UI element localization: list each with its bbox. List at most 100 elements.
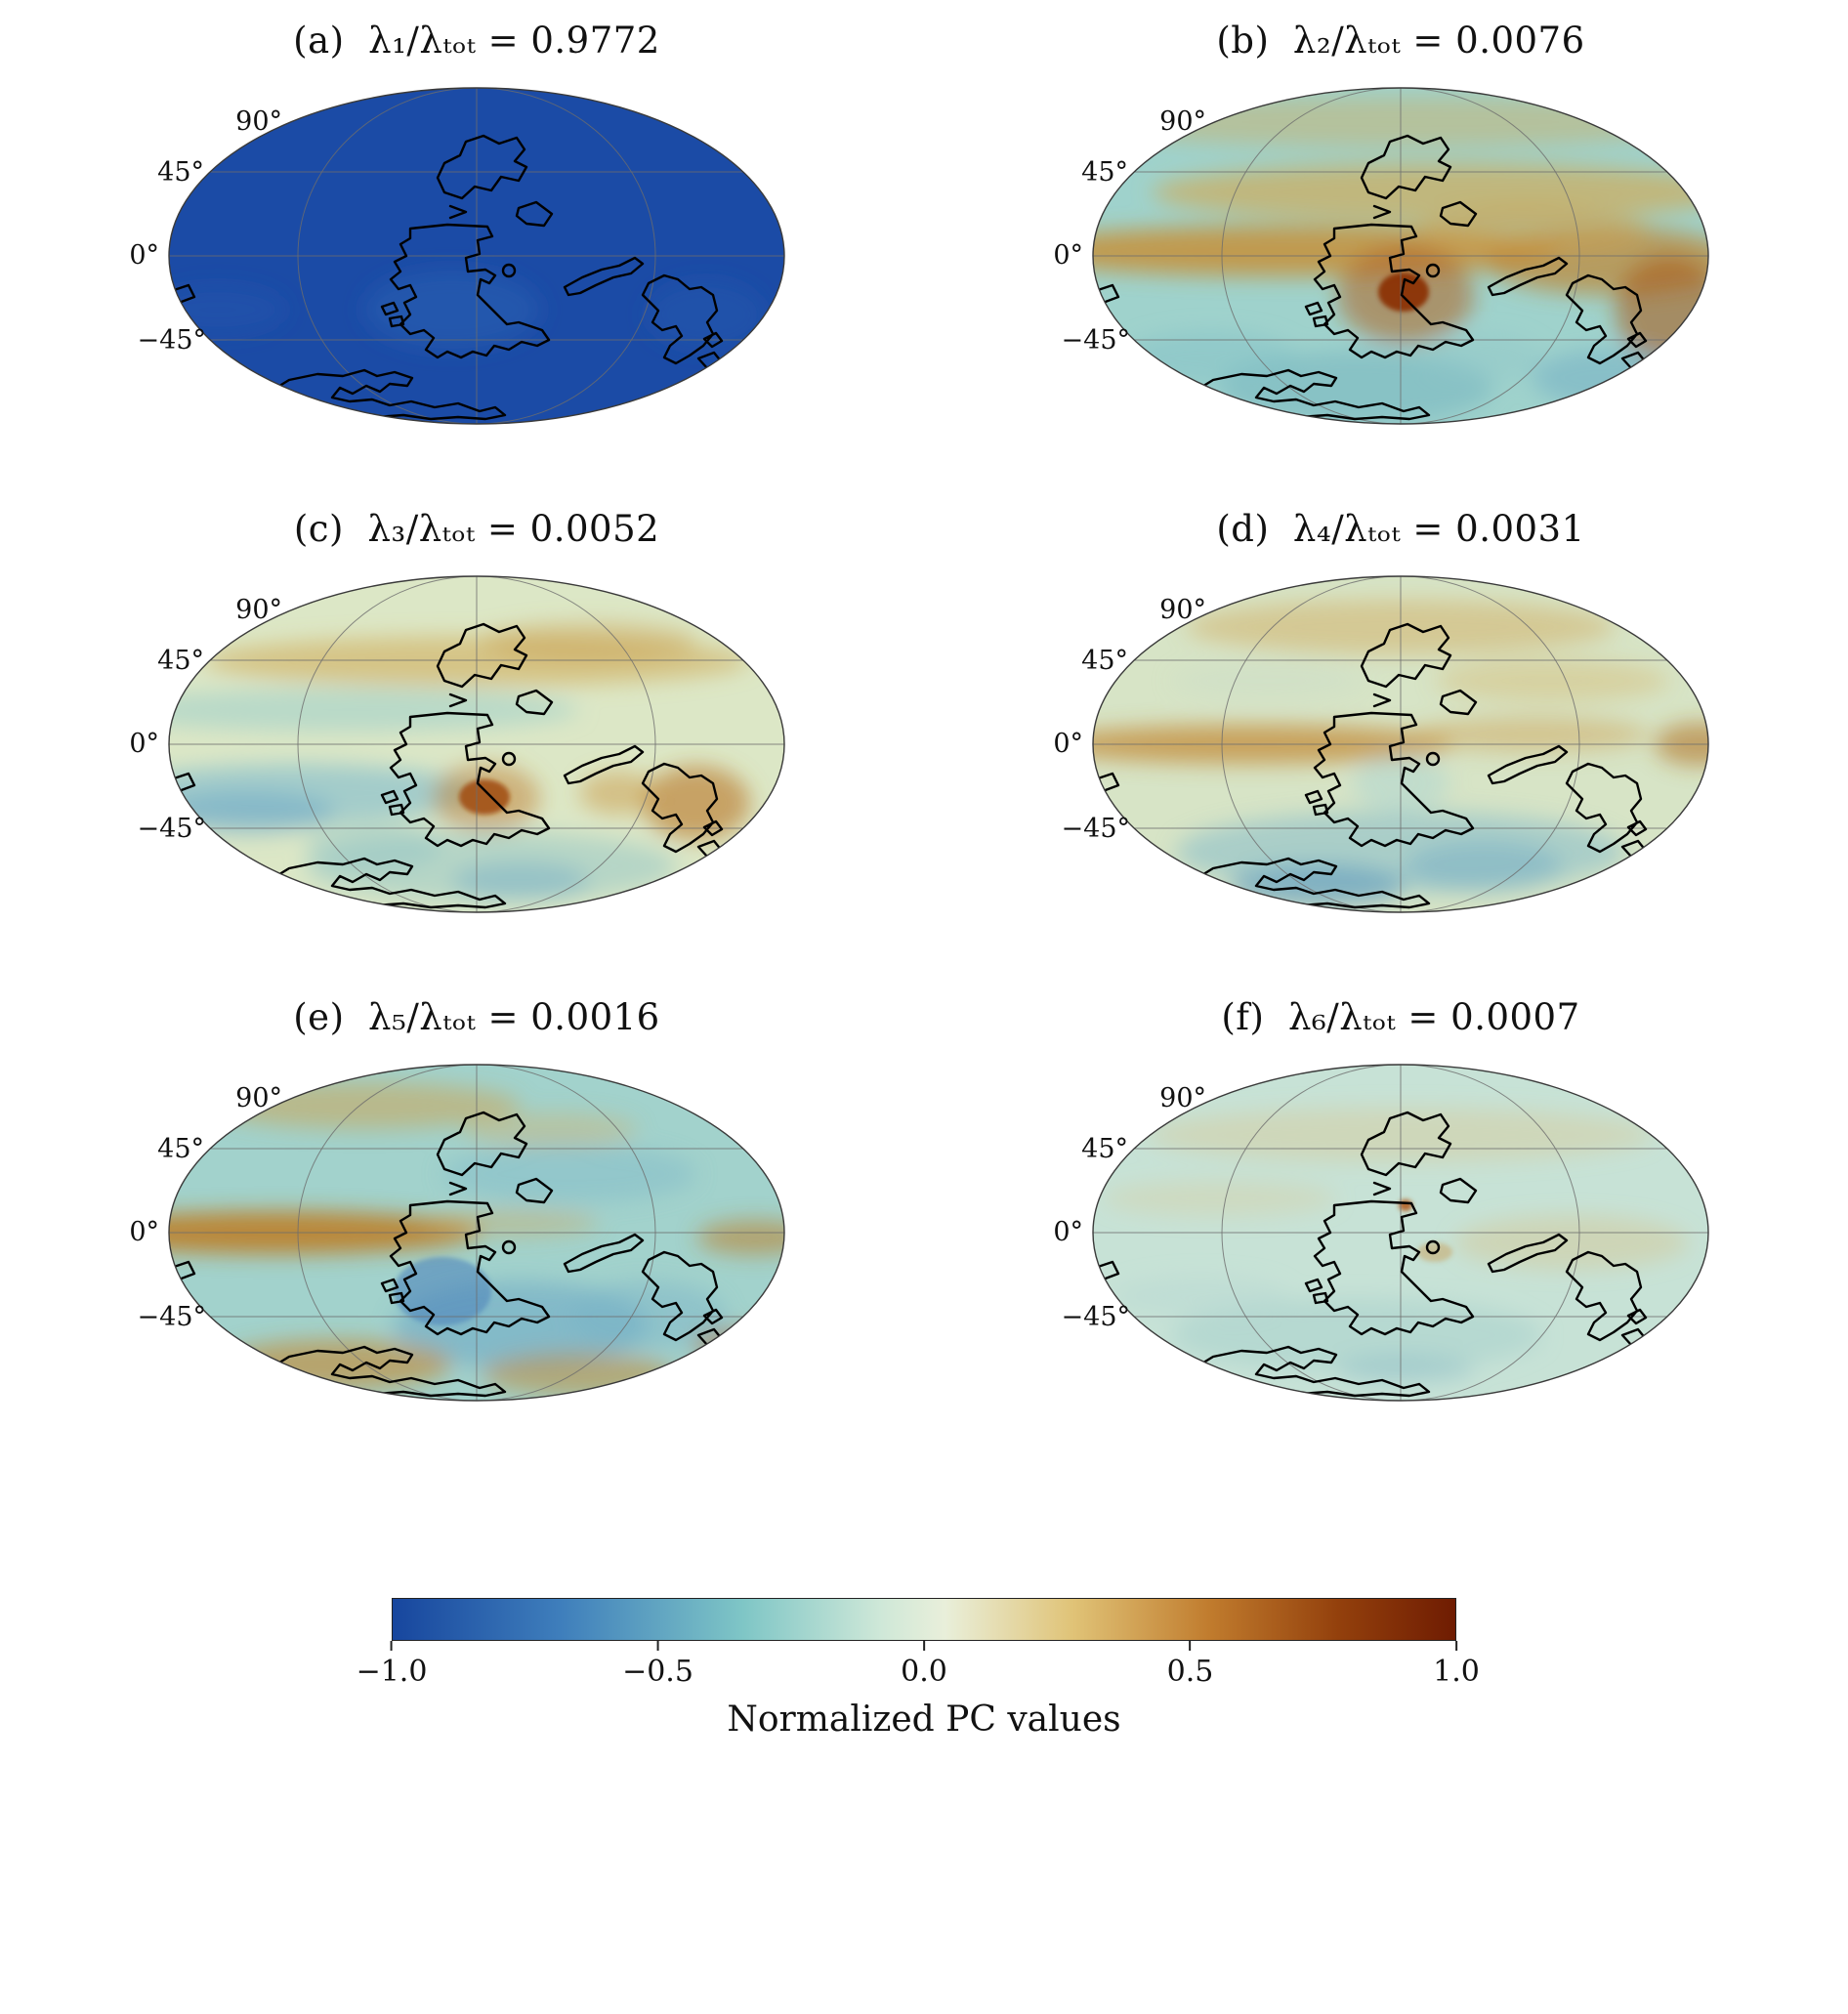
tick-label: −0.5 [622, 1655, 693, 1689]
colorbar-label: Normalized PC values [727, 1699, 1121, 1740]
tick-mark [390, 1641, 393, 1651]
panels-grid: (a) λ₁/λₜₒₜ = 0.9772 90° 45° 0° −45° [0, 6, 1848, 1471]
lat-label-45: 45° [157, 157, 204, 188]
map-projection: 90° 45° 0° −45° [1053, 1064, 1709, 1402]
field-blob [482, 1353, 677, 1396]
panel-title: (c) λ₃/λₜₒₜ = 0.0052 [293, 508, 660, 550]
lat-label-m45: −45° [138, 325, 206, 356]
field-blob [1337, 1356, 1474, 1383]
field-blobs-sharp [459, 779, 510, 815]
field-blob [1152, 163, 1708, 222]
eof-panel: (d) λ₄/λₜₒₜ = 0.0031 90° 45° 0° −45° [924, 494, 1848, 983]
eof-panel: (a) λ₁/λₜₒₜ = 0.9772 90° 45° 0° −45° [0, 6, 924, 494]
lat-label-0: 0° [1053, 240, 1083, 271]
field-blob [1103, 1181, 1337, 1216]
field-blob [482, 622, 696, 661]
map-projection: 90° 45° 0° −45° [1053, 575, 1709, 913]
field-blob [1425, 334, 1542, 383]
eof-panel: (e) λ₅/λₜₒₜ = 0.0016 90° 45° 0° −45° [0, 983, 924, 1471]
colorbar-tick: 1.0 [1433, 1641, 1480, 1689]
lat-label-0: 0° [129, 1217, 159, 1247]
tick-mark [1455, 1641, 1457, 1651]
projection-outline [168, 87, 785, 425]
lat-label-45: 45° [157, 1134, 204, 1164]
lat-label-45: 45° [1081, 1134, 1128, 1164]
lat-label-90: 90° [235, 1083, 282, 1113]
map-projection: 90° 45° 0° −45° [129, 1064, 785, 1402]
panel-title: (b) λ₂/λₜₒₜ = 0.0076 [1216, 20, 1585, 62]
map-projection: 90° 45° 0° −45° [129, 87, 785, 425]
tick-mark [923, 1641, 925, 1651]
tick-label: 0.5 [1166, 1655, 1214, 1689]
eof-panel: (c) λ₃/λₜₒₜ = 0.0052 90° 45° 0° −45° [0, 494, 924, 983]
lat-label-m45: −45° [1062, 814, 1130, 844]
field-blob [423, 1209, 599, 1237]
field-blob [442, 1145, 696, 1203]
field-base [169, 88, 784, 424]
field-blob [1415, 207, 1650, 256]
lat-label-m45: −45° [1062, 1302, 1130, 1332]
field-blob [1435, 659, 1669, 702]
field-blob [648, 280, 765, 349]
map-projection: 90° 45° 0° −45° [1053, 87, 1709, 425]
projection-outline [1092, 1064, 1709, 1402]
field-blob [1630, 1341, 1669, 1364]
field-blob [579, 772, 657, 815]
field-blob [452, 861, 589, 901]
field-blob [459, 779, 510, 815]
lat-label-90: 90° [1159, 106, 1206, 137]
field-blob [696, 1220, 784, 1255]
tick-label: −1.0 [356, 1655, 428, 1689]
colorbar-tick: 0.5 [1166, 1641, 1214, 1689]
colorbar-tick: −0.5 [622, 1641, 693, 1689]
lat-label-m45: −45° [138, 1302, 206, 1332]
field-blob [462, 1112, 638, 1148]
colorbar-ticks: −1.0 −0.5 0.0 0.5 1.0 [357, 1641, 1480, 1698]
tick-mark [1189, 1641, 1192, 1651]
field-blob [1113, 1277, 1288, 1316]
colorbar-tick: 0.0 [901, 1641, 947, 1689]
lat-label-90: 90° [235, 595, 282, 625]
field-blob [1378, 273, 1429, 312]
field-blobs-sharp [1378, 273, 1429, 312]
lat-label-45: 45° [1081, 157, 1128, 188]
lat-label-0: 0° [1053, 1217, 1083, 1247]
field-blob [306, 823, 442, 870]
field-blob [1415, 717, 1650, 752]
colorbar-tick: −1.0 [356, 1641, 428, 1689]
panel-title: (f) λ₆/λₜₒₜ = 0.0007 [1221, 996, 1580, 1038]
lat-label-90: 90° [1159, 1083, 1206, 1113]
projection-outline [1092, 575, 1709, 913]
panel-title: (e) λ₅/λₜₒₜ = 0.0016 [293, 996, 660, 1038]
lat-label-45: 45° [1081, 646, 1128, 676]
field-blob [1454, 1215, 1689, 1270]
projection-outline [1092, 87, 1709, 425]
eof-panel: (b) λ₂/λₜₒₜ = 0.0076 90° 45° 0° −45° [924, 6, 1848, 494]
tick-label: 1.0 [1433, 1655, 1480, 1689]
projection-outline [168, 1064, 785, 1402]
tick-label: 0.0 [901, 1655, 947, 1689]
lat-label-90: 90° [235, 106, 282, 137]
panel-title: (d) λ₄/λₜₒₜ = 0.0031 [1216, 508, 1585, 550]
field-blob [643, 766, 750, 840]
colorbar-gradient [392, 1598, 1456, 1641]
map-projection: 90° 45° 0° −45° [129, 575, 785, 913]
field-blob [1122, 331, 1298, 386]
field-blobs-soft [169, 622, 750, 902]
field-blob [1171, 663, 1366, 698]
panel-title: (a) λ₁/λₜₒₜ = 0.9772 [293, 20, 660, 62]
tick-mark [656, 1641, 659, 1651]
lat-label-45: 45° [157, 646, 204, 676]
projection-outline [168, 575, 785, 913]
colorbar-wrap: −1.0 −0.5 0.0 0.5 1.0 [357, 1598, 1480, 1698]
lat-label-0: 0° [129, 240, 159, 271]
lat-label-0: 0° [1053, 729, 1083, 759]
lat-label-m45: −45° [138, 814, 206, 844]
field-blob [1406, 841, 1562, 892]
lat-label-m45: −45° [1062, 325, 1130, 356]
colorbar: −1.0 −0.5 0.0 0.5 1.0 Normalized PC valu… [0, 1598, 1848, 1740]
field-blob [169, 689, 579, 732]
eof-panel: (f) λ₆/λₜₒₜ = 0.0007 90° 45° 0° −45° [924, 983, 1848, 1471]
lat-label-90: 90° [1159, 595, 1206, 625]
